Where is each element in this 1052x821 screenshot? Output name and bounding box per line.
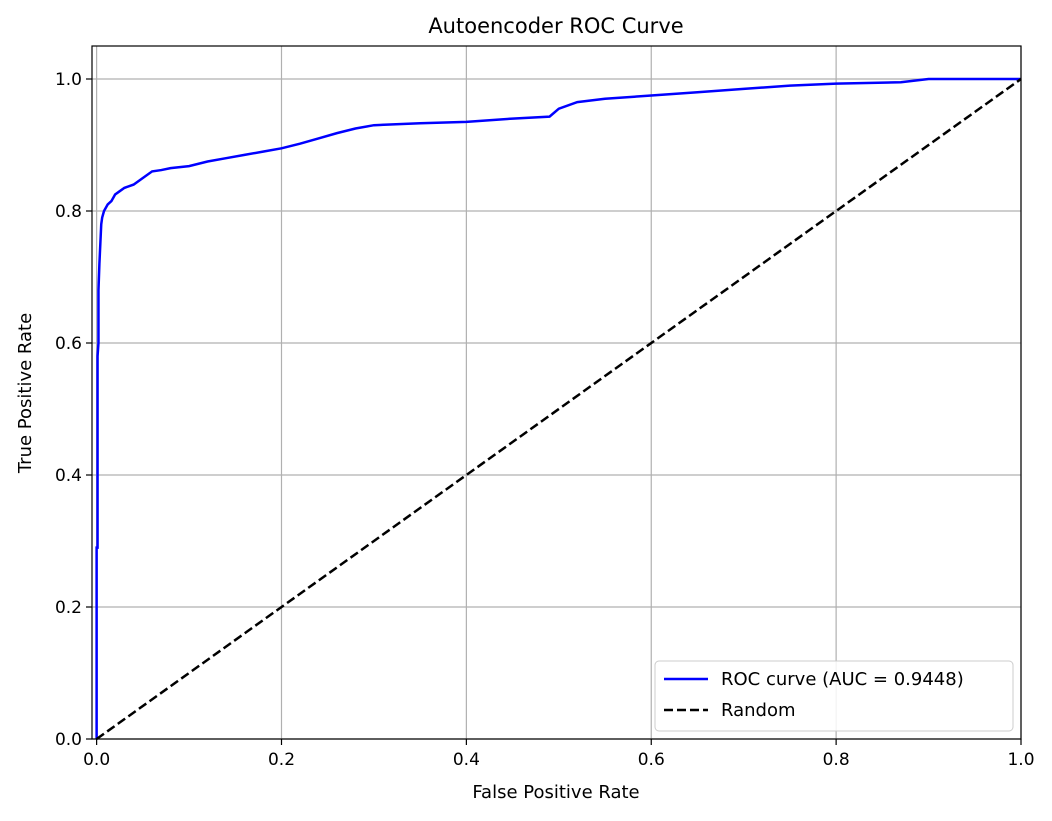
legend-label-roc: ROC curve (AUC = 0.9448) [721,669,964,690]
ticks: 0.0 0.2 0.4 0.6 0.8 1.0 0.0 0.2 0.4 0.6 0.8 1.0 [55,70,1035,770]
plot-frame [91,45,1022,740]
x-tick-label: 0.6 [638,750,665,770]
roc-curve-line [95,77,1021,739]
x-tick-label: 0.8 [823,750,850,770]
legend-label-random: Random [721,700,796,721]
y-tick-label: 0.0 [55,730,82,750]
y-tick-label: 0.2 [55,598,82,618]
x-tick-label: 1.0 [1007,750,1034,770]
y-tick-label: 0.4 [55,466,82,486]
chart-title: Autoencoder ROC Curve [428,14,683,38]
y-tick-label: 1.0 [55,70,82,90]
legend: ROC curve (AUC = 0.9448) Random [654,660,1014,732]
x-tick-label: 0.2 [268,750,295,770]
series-layer [95,77,1022,741]
x-tick-label: 0.4 [453,750,480,770]
x-axis-label: False Positive Rate [472,782,639,803]
random-baseline-line [95,77,1022,741]
legend-box [654,660,1014,732]
y-tick-label: 0.8 [55,202,82,222]
y-axis-label: True Positive Rate [15,313,36,474]
y-tick-label: 0.6 [55,334,82,354]
x-tick-label: 0.0 [83,750,110,770]
grid [92,46,1022,740]
